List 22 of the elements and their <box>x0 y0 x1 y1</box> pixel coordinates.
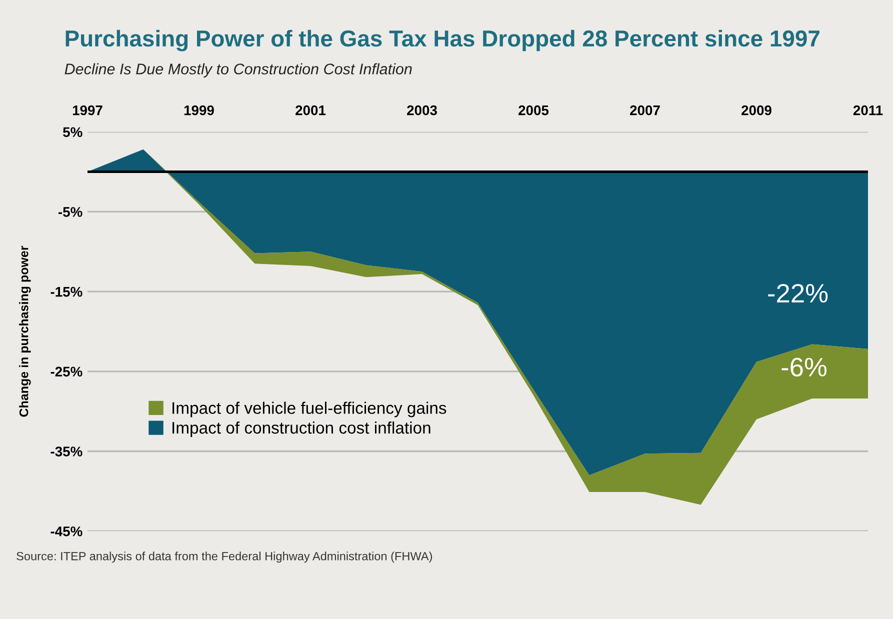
x-tick-label: 2005 <box>518 105 549 116</box>
x-tick-label: 2009 <box>742 105 772 116</box>
x-tick-label: 1997 <box>72 105 102 116</box>
x-tick-label: 1999 <box>184 105 214 116</box>
annotation: -6% <box>782 358 827 376</box>
y-tick-label: 5% <box>63 127 82 138</box>
x-tick-label: 2011 <box>853 105 883 116</box>
y-axis-title: Change in purchasing power <box>19 246 31 417</box>
y-tick-label: -35% <box>50 446 82 456</box>
x-tick-label: 2001 <box>296 105 326 116</box>
chart-subtitle: Decline Is Due Mostly to Construction Cost Inflation <box>64 63 412 78</box>
chart-title: Purchasing Power of the Gas Tax Has Dropped 28 Percent since 1997 <box>66 30 820 52</box>
annotation: -22% <box>768 284 828 303</box>
legend-label: Impact of construction cost inflation <box>172 421 430 438</box>
x-tick-label: 2003 <box>407 105 437 116</box>
y-tick-label: -45% <box>50 526 82 536</box>
source-note: Source: ITEP analysis of data from the Federal Highway Administration (FHWA) <box>16 552 432 563</box>
y-tick-label: -15% <box>50 286 82 297</box>
legend-label: Impact of vehicle fuel-efficiency gains <box>172 402 446 418</box>
x-tick-label: 2007 <box>630 105 660 116</box>
y-tick-label: -5% <box>58 207 82 217</box>
y-tick-label: -25% <box>50 366 82 377</box>
